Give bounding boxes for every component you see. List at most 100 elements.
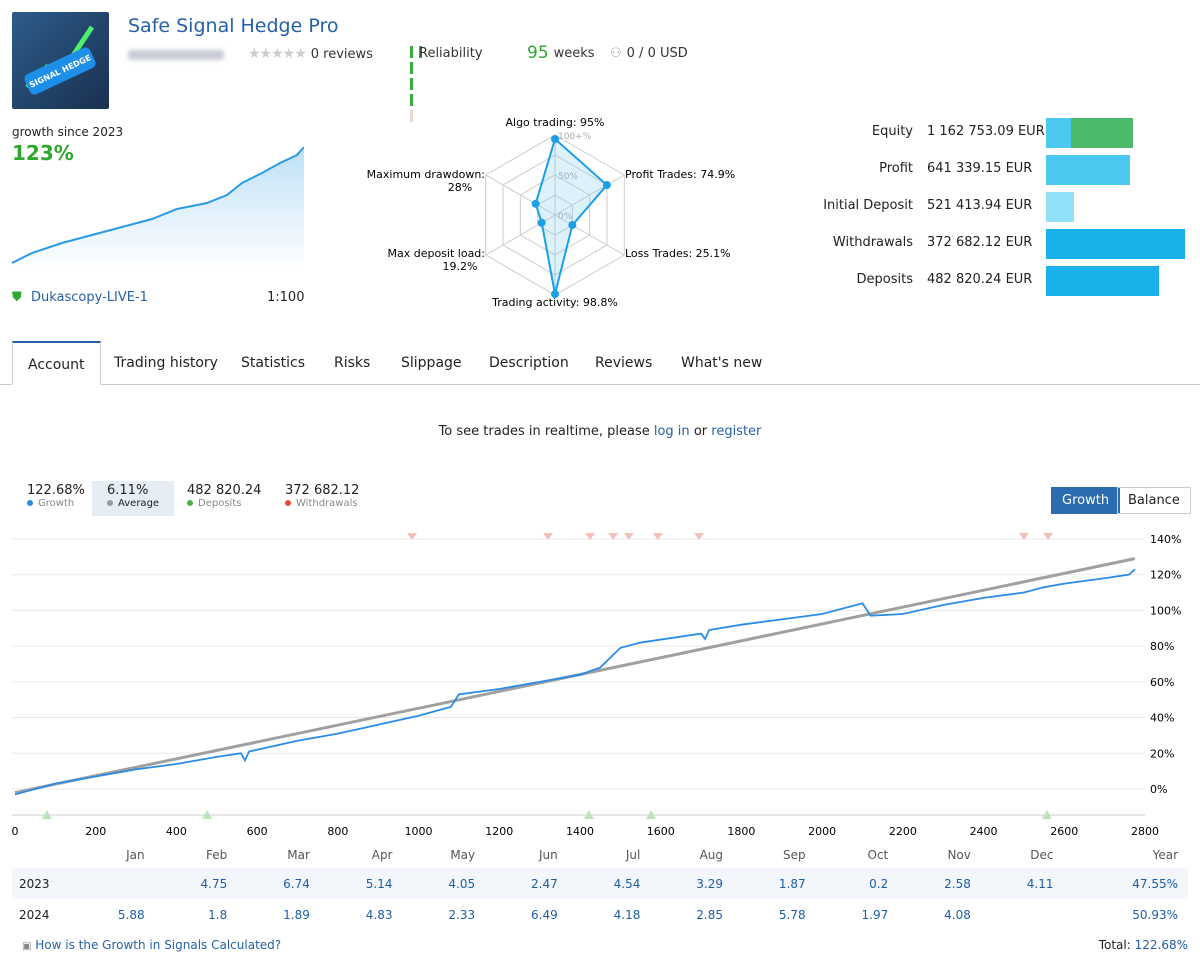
x-tick-label: 1600 <box>647 825 675 838</box>
deposit-marker <box>1041 810 1052 819</box>
column-header: Sep <box>783 848 806 862</box>
table-header: Jan Feb Mar Apr May Jun Jul Aug Sep Oct Nov Dec Year <box>12 842 1188 868</box>
summary-growth[interactable]: 122.68% Growth <box>12 481 100 516</box>
leverage: 1:100 <box>267 290 305 305</box>
summary-value: 122.68% <box>27 483 85 498</box>
table-row: 2023 4.75 6.74 5.14 4.05 2.47 4.54 3.29 1.87 0.2 2… <box>12 868 1188 899</box>
author-name-blurred[interactable] <box>128 50 224 60</box>
notice-or: or <box>693 424 708 439</box>
withdrawal-marker <box>694 533 705 540</box>
deposit-marker <box>646 810 657 819</box>
column-header: May <box>450 848 476 862</box>
subscribers-icon: ⚇ <box>610 46 622 61</box>
month-value: 1.89 <box>283 907 310 922</box>
stat-bar <box>1046 155 1130 185</box>
growth-sparkline <box>12 146 304 270</box>
stat-bar <box>1046 229 1185 259</box>
year-label: 2023 <box>19 876 50 891</box>
summary-label: Deposits <box>198 498 242 509</box>
reliability-bars-icon <box>410 46 413 122</box>
month-value: 1.97 <box>861 907 889 922</box>
y-tick-label: 140% <box>1150 533 1181 546</box>
month-value: 5.88 <box>117 907 145 922</box>
radar-point <box>537 218 546 227</box>
summary-deposits[interactable]: 482 820.24 Deposits <box>172 481 276 516</box>
tab-statistics[interactable]: Statistics <box>241 355 305 371</box>
column-header: Jul <box>625 848 641 862</box>
month-value: 4.11 <box>1026 876 1054 891</box>
deposit-marker <box>583 810 594 819</box>
month-value: 2.85 <box>696 907 723 922</box>
withdrawal-marker <box>623 533 634 540</box>
deposit-marker <box>41 810 52 819</box>
signal-title[interactable]: Safe Signal Hedge Pro <box>128 15 339 37</box>
help-row: ▣ How is the Growth in Signals Calculate… <box>22 938 281 952</box>
month-value: 1.8 <box>208 907 228 922</box>
help-link[interactable]: How is the Growth in Signals Calculated? <box>35 938 282 952</box>
month-value <box>72 868 155 899</box>
broker-link[interactable]: Dukascopy-LIVE-1 <box>31 290 148 305</box>
balance-toggle-button[interactable]: Balance <box>1117 487 1191 514</box>
radar-label: Loss Trades: 25.1% <box>625 247 731 260</box>
stat-label: Equity <box>871 124 913 139</box>
summary-value: 482 820.24 <box>187 483 262 498</box>
reliability: Reliability <box>410 46 483 122</box>
tab-what-s-new[interactable]: What's new <box>681 355 763 371</box>
tab-reviews[interactable]: Reviews <box>595 355 653 371</box>
column-header: Apr <box>371 848 393 862</box>
y-tick-label: 20% <box>1150 747 1174 760</box>
growth-value: 123% <box>12 141 74 165</box>
withdrawal-marker <box>1018 533 1029 540</box>
withdrawal-marker <box>652 533 663 540</box>
column-header: Jun <box>539 848 558 862</box>
help-icon: ▣ <box>22 941 32 952</box>
column-header: Feb <box>206 848 228 862</box>
column-header: Aug <box>699 848 723 862</box>
month-value: 2.58 <box>944 876 971 891</box>
y-tick-label: 40% <box>1150 712 1174 725</box>
total-value: 122.68% <box>1134 938 1188 952</box>
summary-value: 372 682.12 <box>285 483 360 498</box>
register-link[interactable]: register <box>711 424 762 439</box>
tab-slippage[interactable]: Slippage <box>401 355 462 371</box>
tab-account[interactable]: Account <box>12 341 101 385</box>
weeks-value: 95 <box>527 43 549 63</box>
withdrawal-marker <box>407 533 418 540</box>
month-value: 6.49 <box>531 907 558 922</box>
radar-chart: 100+% 50% 0% Algo trading: 95% Profit Trades… <box>367 116 736 309</box>
column-header: Mar <box>287 848 310 862</box>
radar-label: Maximum drawdown: <box>367 168 485 181</box>
weeks: 95 weeks <box>527 43 595 63</box>
radar-label: Algo trading: 95% <box>505 116 604 129</box>
summary-average[interactable]: 6.11% Average <box>92 481 175 516</box>
month-value: 4.08 <box>944 907 971 922</box>
summary-label: Growth <box>38 498 75 509</box>
year-label: 2024 <box>19 907 50 922</box>
tab-trading-history[interactable]: Trading history <box>114 355 218 371</box>
stat-bar <box>1071 118 1133 148</box>
x-tick-label: 0 <box>12 825 19 838</box>
reviews-count[interactable]: 0 reviews <box>310 46 373 62</box>
radar-point <box>568 221 577 230</box>
monthly-growth-table: Jan Feb Mar Apr May Jun Jul Aug Sep Oct Nov Dec Year… <box>12 842 1188 930</box>
x-tick-label: 2000 <box>808 825 836 838</box>
month-value: 4.05 <box>448 876 476 891</box>
radar-point <box>551 290 559 299</box>
month-value: 4.18 <box>613 907 641 922</box>
signal-logo: SIGNAL HEDGE <box>12 12 109 109</box>
month-value: 5.14 <box>365 876 393 891</box>
radar-point <box>551 135 559 143</box>
tab-risks[interactable]: Risks <box>334 355 371 371</box>
column-header: Dec <box>1030 848 1054 862</box>
column-header <box>12 842 72 868</box>
tab-description[interactable]: Description <box>489 355 569 371</box>
column-header: Oct <box>867 848 889 862</box>
legend-dot-icon <box>107 500 113 506</box>
radar-tick: 50% <box>558 172 578 182</box>
x-tick-label: 1200 <box>485 825 513 838</box>
summary-withdrawals[interactable]: 372 682.12 Withdrawals <box>270 481 374 516</box>
login-link[interactable]: log in <box>653 424 690 439</box>
growth-toggle-button[interactable]: Growth <box>1051 487 1121 514</box>
y-tick-label: 0% <box>1150 783 1167 796</box>
radar-point <box>602 181 611 190</box>
